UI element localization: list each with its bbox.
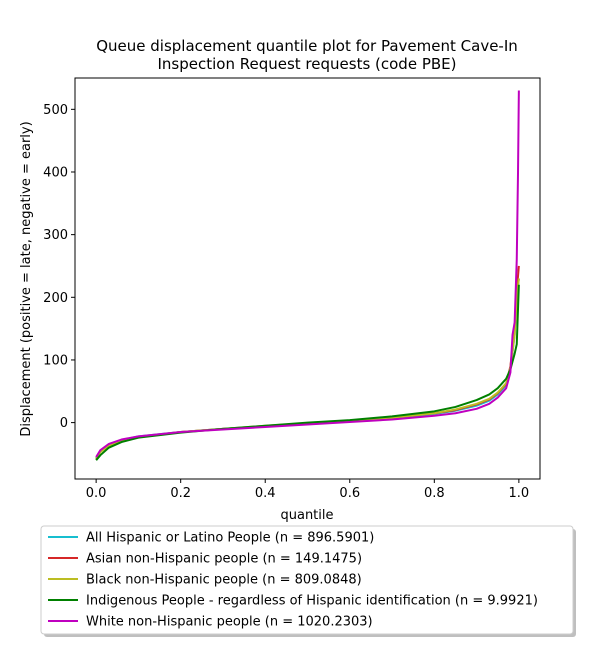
series-line-0 [95,278,520,459]
y-tick-label: 300 [43,228,68,243]
legend-label-4: White non-Hispanic people (n = 1020.2303… [86,615,373,630]
y-tick-label: 400 [43,165,68,180]
legend-label-2: Black non-Hispanic people (n = 809.0848) [86,573,362,588]
y-tick-label: 0 [60,416,68,431]
x-tick-label: 1.0 [509,486,530,501]
plot-lines [95,90,520,461]
x-tick-label: 0.8 [424,486,445,501]
legend: All Hispanic or Latino People (n = 896.5… [40,525,576,637]
legend-label-1: Asian non-Hispanic people (n = 149.1475) [86,552,362,567]
series-line-1 [95,265,520,460]
y-axis-ticks: 0 100 200 300 400 500 [43,103,75,431]
series-line-4 [95,90,520,458]
x-axis-ticks: 0.0 0.2 0.4 0.6 0.8 1.0 [86,479,529,501]
legend-label-3: Indigenous People - regardless of Hispan… [86,594,538,609]
legend-items: All Hispanic or Latino People (n = 896.5… [48,531,538,630]
x-tick-label: 0.2 [170,486,191,501]
x-tick-label: 0.0 [86,486,107,501]
x-axis-label: quantile [280,508,333,523]
y-tick-label: 200 [43,291,68,306]
x-tick-label: 0.4 [255,486,276,501]
legend-box [40,525,574,635]
chart-title-line-1: Queue displacement quantile plot for Pav… [96,37,518,55]
chart-title-line-2: Inspection Request requests (code PBE) [157,55,456,73]
legend-label-0: All Hispanic or Latino People (n = 896.5… [86,531,374,546]
y-axis-label: Displacement (positive = late, negative … [19,121,34,436]
y-tick-label: 500 [43,103,68,118]
plot-frame [74,77,541,480]
series-line-3 [95,284,520,461]
x-tick-label: 0.6 [339,486,360,501]
series-line-2 [95,278,520,460]
y-tick-label: 100 [43,353,68,368]
